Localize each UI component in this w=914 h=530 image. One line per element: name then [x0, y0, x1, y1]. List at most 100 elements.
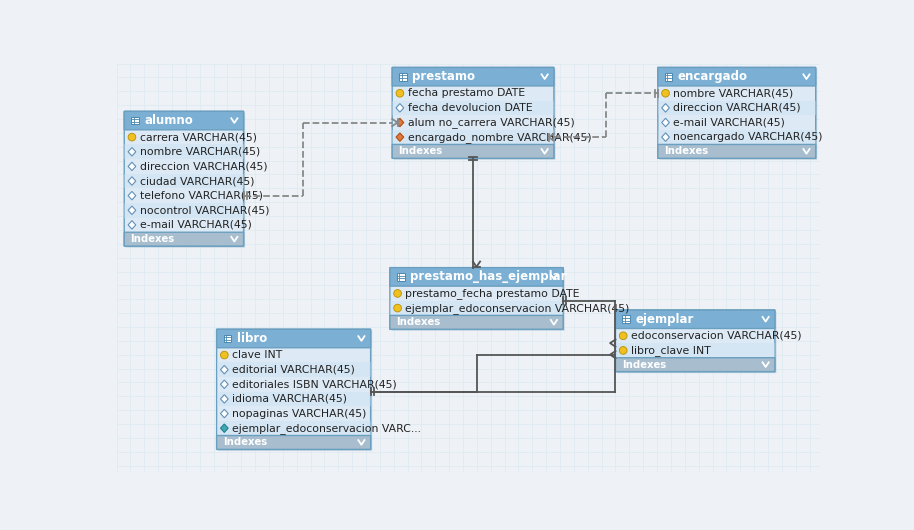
FancyBboxPatch shape	[659, 69, 817, 160]
FancyBboxPatch shape	[218, 331, 372, 451]
Polygon shape	[662, 104, 669, 112]
FancyBboxPatch shape	[390, 268, 563, 286]
Text: alumno: alumno	[144, 114, 193, 127]
Bar	[224, 334, 231, 342]
Text: ejemplar_edoconservacion VARCHAR(45): ejemplar_edoconservacion VARCHAR(45)	[405, 303, 630, 314]
Bar	[392, 101, 554, 115]
Bar	[615, 343, 775, 358]
Polygon shape	[396, 104, 404, 112]
Bar	[124, 145, 244, 159]
FancyBboxPatch shape	[391, 269, 565, 331]
Text: nocontrol VARCHAR(45): nocontrol VARCHAR(45)	[140, 205, 269, 215]
Text: edoconservacion VARCHAR(45): edoconservacion VARCHAR(45)	[631, 331, 802, 341]
Text: e-mail VARCHAR(45): e-mail VARCHAR(45)	[140, 220, 251, 230]
FancyBboxPatch shape	[217, 436, 371, 449]
Text: Indexes: Indexes	[664, 146, 708, 156]
Text: Indexes: Indexes	[399, 146, 442, 156]
FancyBboxPatch shape	[658, 67, 815, 86]
FancyBboxPatch shape	[394, 69, 556, 160]
Polygon shape	[128, 220, 136, 229]
Text: editorial VARCHAR(45): editorial VARCHAR(45)	[232, 365, 355, 375]
Text: ciudad VARCHAR(45): ciudad VARCHAR(45)	[140, 176, 254, 186]
Text: nombre VARCHAR(45): nombre VARCHAR(45)	[674, 88, 793, 98]
Circle shape	[620, 347, 627, 354]
FancyBboxPatch shape	[615, 310, 775, 372]
Bar	[658, 101, 815, 115]
Text: alum no_carrera VARCHAR(45): alum no_carrera VARCHAR(45)	[408, 117, 574, 128]
FancyBboxPatch shape	[392, 145, 554, 158]
Text: fecha prestamo DATE: fecha prestamo DATE	[408, 88, 525, 98]
Bar	[658, 130, 815, 145]
Text: ejemplar: ejemplar	[635, 313, 694, 326]
Polygon shape	[220, 424, 228, 432]
Text: telefono VARCHAR(45): telefono VARCHAR(45)	[140, 191, 262, 201]
Bar	[132, 117, 139, 125]
Polygon shape	[128, 206, 136, 215]
Text: libro: libro	[237, 332, 267, 345]
Circle shape	[394, 289, 401, 297]
Bar	[392, 130, 554, 145]
Polygon shape	[220, 366, 228, 374]
FancyBboxPatch shape	[124, 232, 244, 246]
Bar	[399, 73, 407, 81]
Bar	[124, 203, 244, 218]
FancyBboxPatch shape	[124, 111, 244, 246]
Text: libro_clave INT: libro_clave INT	[631, 345, 711, 356]
Polygon shape	[128, 162, 136, 171]
Circle shape	[620, 332, 627, 340]
Polygon shape	[128, 147, 136, 156]
Text: carrera VARCHAR(45): carrera VARCHAR(45)	[140, 132, 257, 142]
Circle shape	[662, 90, 669, 97]
Circle shape	[220, 351, 228, 359]
Bar	[622, 315, 630, 323]
FancyBboxPatch shape	[124, 111, 244, 130]
FancyBboxPatch shape	[615, 310, 775, 329]
FancyBboxPatch shape	[392, 67, 554, 158]
Bar	[664, 73, 673, 81]
FancyBboxPatch shape	[217, 329, 371, 449]
FancyBboxPatch shape	[217, 329, 371, 348]
Polygon shape	[128, 177, 136, 186]
Text: prestamo_has_ejemplar: prestamo_has_ejemplar	[409, 270, 567, 284]
Bar	[390, 301, 563, 315]
Circle shape	[396, 90, 404, 97]
Text: fecha devolucion DATE: fecha devolucion DATE	[408, 103, 532, 113]
Text: noencargado VARCHAR(45): noencargado VARCHAR(45)	[674, 132, 823, 142]
FancyBboxPatch shape	[658, 145, 815, 158]
Text: encargado_nombre VARCHAR(45): encargado_nombre VARCHAR(45)	[408, 131, 591, 143]
Text: idioma VARCHAR(45): idioma VARCHAR(45)	[232, 394, 347, 404]
Polygon shape	[396, 133, 404, 142]
Text: e-mail VARCHAR(45): e-mail VARCHAR(45)	[674, 118, 785, 128]
Bar	[217, 363, 371, 377]
Polygon shape	[220, 409, 228, 418]
Text: clave INT: clave INT	[232, 350, 282, 360]
Text: Indexes: Indexes	[622, 360, 666, 369]
Polygon shape	[662, 133, 669, 142]
Text: Indexes: Indexes	[131, 234, 175, 244]
FancyBboxPatch shape	[390, 315, 563, 329]
Text: prestamo: prestamo	[412, 70, 475, 83]
FancyBboxPatch shape	[617, 312, 776, 373]
Text: nopaginas VARCHAR(45): nopaginas VARCHAR(45)	[232, 409, 367, 419]
Bar	[217, 421, 371, 436]
Text: editoriales ISBN VARCHAR(45): editoriales ISBN VARCHAR(45)	[232, 379, 397, 390]
Text: ejemplar_edoconservacion VARC...: ejemplar_edoconservacion VARC...	[232, 423, 421, 434]
Text: Indexes: Indexes	[223, 437, 267, 447]
FancyBboxPatch shape	[658, 67, 815, 158]
FancyBboxPatch shape	[392, 67, 554, 86]
Text: prestamo_fecha prestamo DATE: prestamo_fecha prestamo DATE	[405, 288, 579, 299]
FancyBboxPatch shape	[615, 358, 775, 372]
Polygon shape	[220, 380, 228, 388]
Circle shape	[128, 133, 136, 141]
Bar	[124, 174, 244, 188]
Polygon shape	[128, 191, 136, 200]
Text: Indexes: Indexes	[396, 317, 441, 328]
Text: direccion VARCHAR(45): direccion VARCHAR(45)	[674, 103, 801, 113]
Text: encargado: encargado	[678, 70, 748, 83]
FancyBboxPatch shape	[126, 113, 245, 248]
Text: nombre VARCHAR(45): nombre VARCHAR(45)	[140, 147, 260, 157]
Bar	[217, 392, 371, 407]
Circle shape	[394, 304, 401, 312]
Polygon shape	[220, 395, 228, 403]
FancyBboxPatch shape	[390, 268, 563, 329]
